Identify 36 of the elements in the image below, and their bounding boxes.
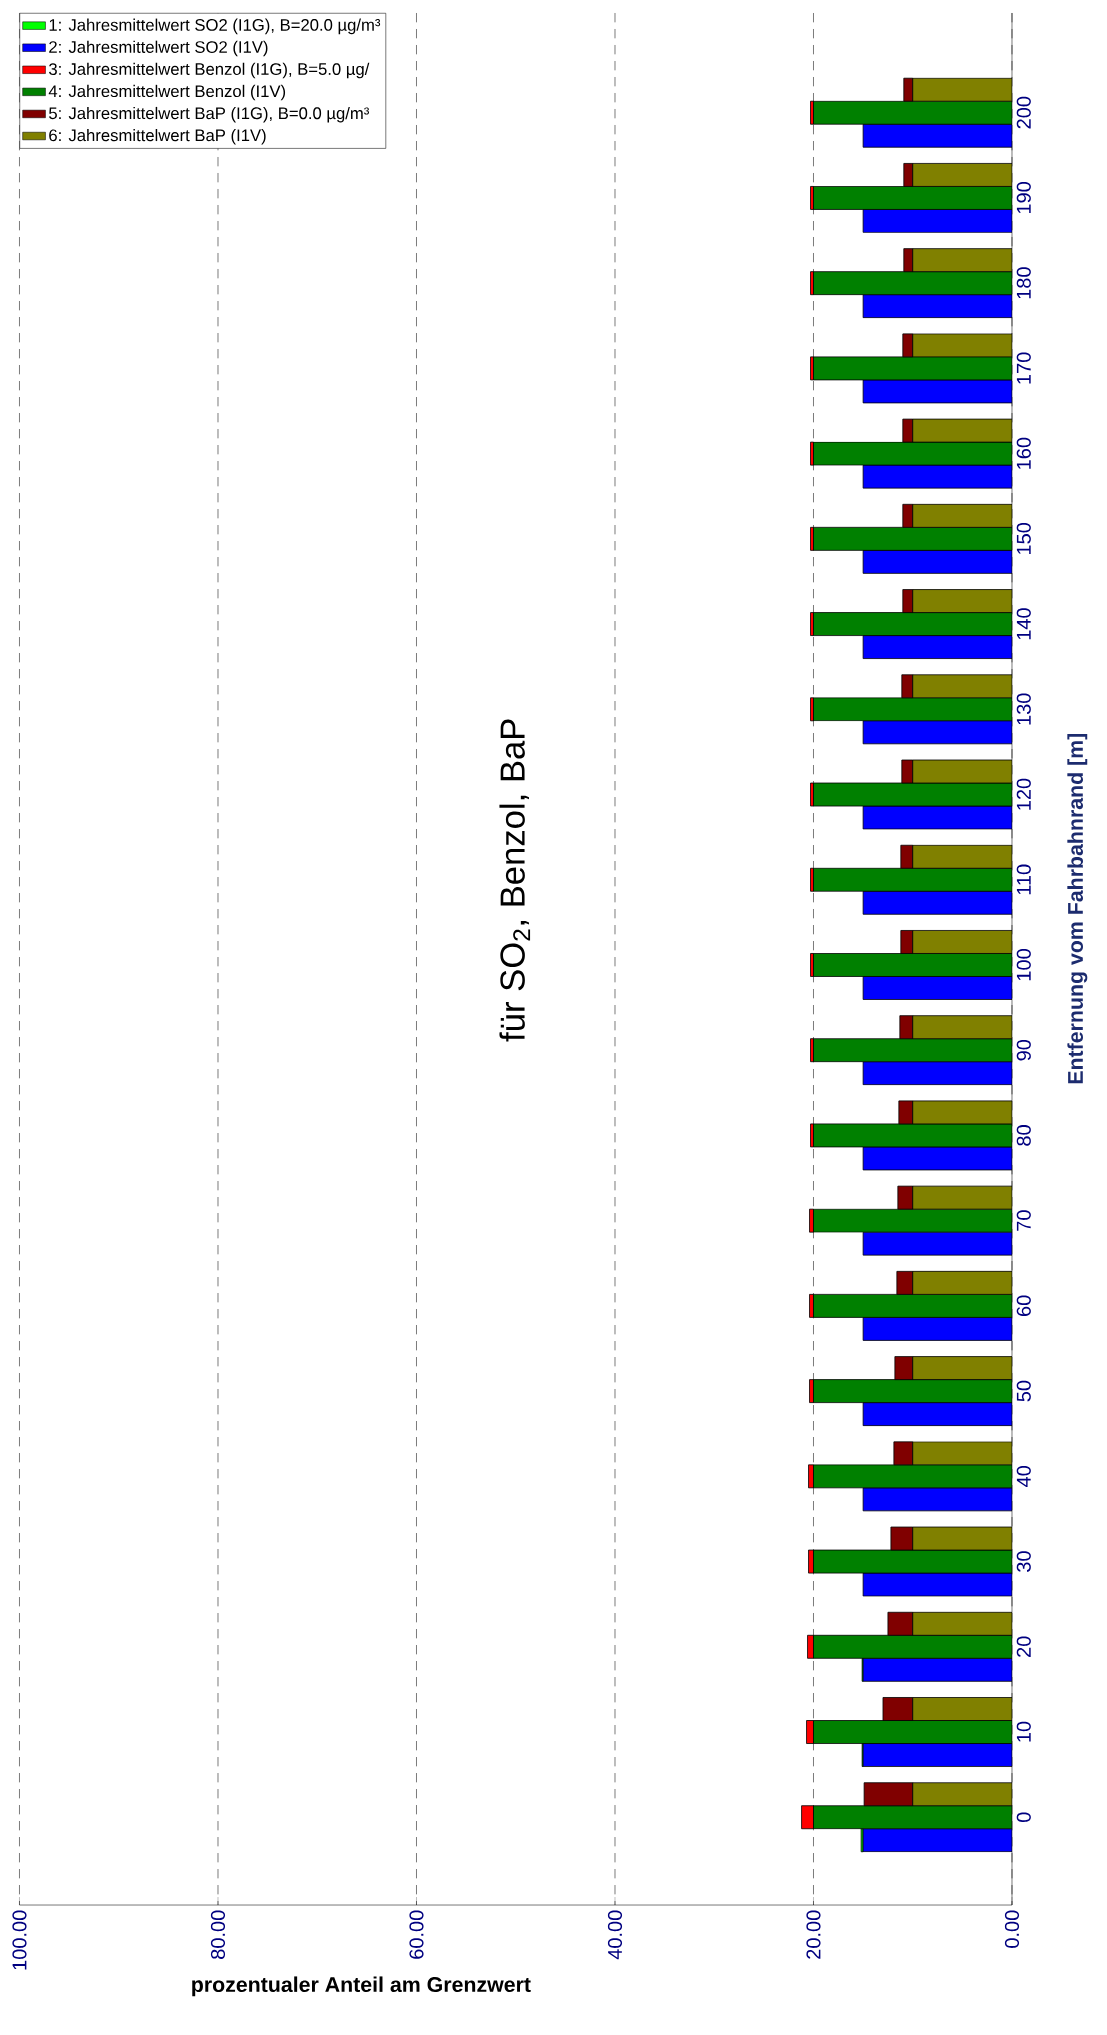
x-axis-title: prozentualer Anteil am Grenzwert [192, 1976, 531, 1997]
y-tick-label: 140 [1016, 608, 1031, 640]
y-tick-label: 160 [1016, 437, 1031, 469]
legend-label: 4: Jahresmittelwert Benzol (I1V) [48, 84, 286, 101]
y-tick-label: 90 [1016, 1039, 1031, 1061]
y-tick-label: 180 [1016, 267, 1031, 299]
y-tick-label: 190 [1016, 182, 1031, 214]
legend-label: 6: Jahresmittelwert BaP (I1V) [49, 128, 266, 145]
x-tick-label: 80.00 [210, 1910, 226, 1959]
y-axis-title: Entfernung vom Fahrbahnrand [m] [1067, 733, 1088, 1084]
y-tick-label: 150 [1016, 522, 1031, 554]
y-tick-label: 30 [1016, 1551, 1031, 1572]
legend-label: 3: Jahresmittelwert Benzol (I1G), B=5.0 µg/ [49, 62, 370, 79]
text: für SO$_{2}$, Benzol, BaP [499, 719, 531, 1042]
y-tick-label: 60 [1016, 1295, 1031, 1316]
y-tick-label: 200 [1016, 96, 1031, 129]
x-tick-label: 40.00 [607, 1910, 623, 1960]
x-tick-label: 0.00 [1004, 1910, 1020, 1948]
y-tick-label: 80 [1016, 1125, 1031, 1146]
y-tick-label: 50 [1016, 1380, 1031, 1402]
y-tick-label: 20 [1016, 1636, 1031, 1657]
y-tick-label: 130 [1016, 693, 1031, 725]
y-tick-label: 170 [1016, 352, 1031, 384]
y-tick-label: 100 [1016, 949, 1031, 981]
legend-label: 1: Jahresmittelwert SO2 (I1G), B=20.0 µg/m³ [49, 18, 381, 35]
y-tick-label: 10 [1016, 1721, 1031, 1742]
x-tick-label: 60.00 [409, 1910, 424, 1959]
x-tick-label: 20.00 [806, 1910, 821, 1959]
y-tick-label: 70 [1016, 1210, 1031, 1231]
legend-label: 5: Jahresmittelwert BaP (I1G), B=0.0 µg/m³ [49, 106, 370, 123]
y-tick-label: 110 [1016, 864, 1031, 895]
x-tick-label: 100.00 [12, 1910, 27, 1970]
legend-label: 2: Jahresmittelwert SO2 (I1V) [49, 40, 268, 57]
y-tick-label: 120 [1016, 778, 1031, 810]
y-tick-label: 40 [1016, 1466, 1031, 1487]
y-tick-label: 0 [1016, 1812, 1031, 1823]
